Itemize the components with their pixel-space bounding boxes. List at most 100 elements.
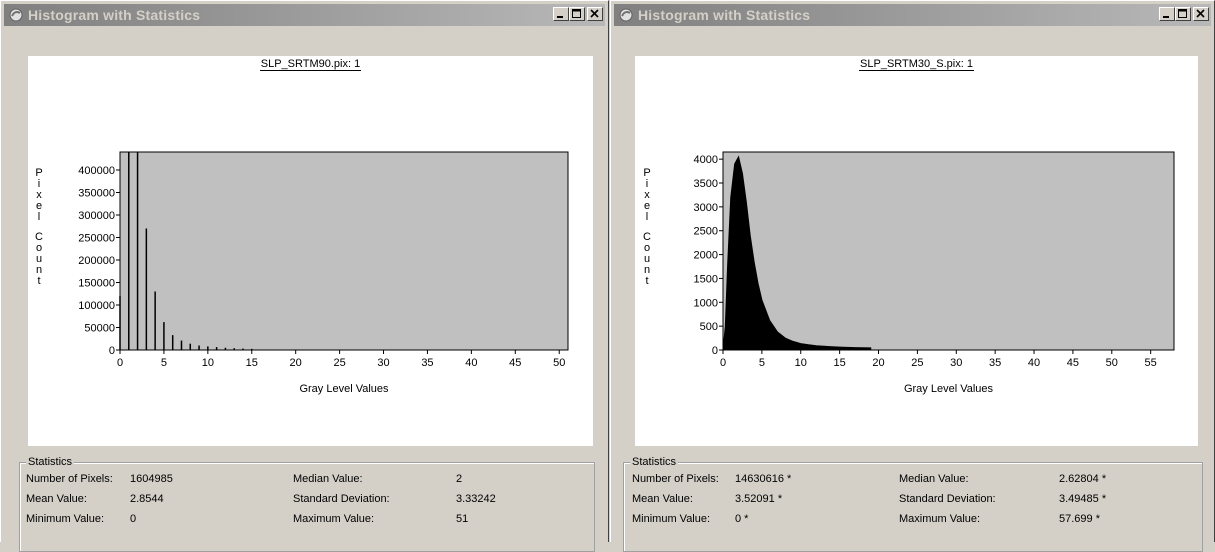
x-tick-label: 10: [202, 357, 214, 369]
maximum-value: 57.699 *: [1059, 513, 1100, 525]
window-title: Histogram with Statistics: [638, 7, 811, 23]
y-axis-title-letter: t: [645, 275, 649, 287]
x-tick-label: 10: [795, 357, 807, 369]
x-tick-label: 40: [465, 357, 477, 369]
x-axis-title: Gray Level Values: [904, 383, 994, 395]
histogram-panel: SLP_SRTM90.pix: 1 0 50000 100000 150000 2000…: [28, 56, 593, 446]
y-tick-label: 400000: [78, 165, 115, 177]
statistics-legend: Statistics: [26, 456, 75, 468]
y-tick-label: 50000: [84, 323, 115, 335]
title-bar[interactable]: Histogram with Statistics: [614, 4, 1211, 26]
minimum-value-label: Minimum Value:: [632, 513, 711, 525]
maximize-icon: [1178, 9, 1187, 18]
window-title: Histogram with Statistics: [28, 7, 201, 23]
y-axis-title-letter: n: [643, 264, 651, 276]
x-tick-label: 25: [333, 357, 345, 369]
maximize-button[interactable]: [569, 7, 585, 21]
y-tick-label: 1000: [694, 297, 718, 309]
histogram-chart: 0 500 1000 1500 2000 2500 3000 3500 4000 0 5 10 15 20…: [694, 151, 1175, 395]
minimize-button[interactable]: [553, 7, 569, 21]
x-tick-label: 15: [246, 357, 258, 369]
x-tick-label: 50: [553, 357, 565, 369]
y-tick-label: 4000: [694, 154, 718, 166]
plot-area: [119, 151, 569, 351]
close-button[interactable]: [1193, 7, 1209, 21]
minimum-value-label: Minimum Value:: [26, 513, 105, 525]
x-tick-label: 20: [872, 357, 884, 369]
number-of-pixels-value: 14630616 *: [735, 473, 792, 485]
histogram-chart: 0 50000 100000 150000 200000 250000 300000 3500…: [78, 151, 569, 395]
x-tick-label: 30: [377, 357, 389, 369]
x-tick-label: 50: [1106, 357, 1118, 369]
y-axis-title-letter: u: [35, 253, 43, 265]
maximum-value-label: Maximum Value:: [899, 513, 981, 525]
title-bar[interactable]: Histogram with Statistics: [4, 4, 605, 26]
statistics-legend: Statistics: [630, 456, 679, 468]
y-tick-label: 150000: [78, 278, 115, 290]
minimize-icon: [557, 16, 563, 18]
median-value: 2.62804 *: [1059, 473, 1107, 485]
close-button[interactable]: [587, 7, 603, 21]
maximize-icon: [572, 9, 581, 18]
histogram-area: [722, 155, 872, 351]
x-tick-label: 45: [1067, 357, 1079, 369]
x-tick-label: 5: [759, 357, 765, 369]
mean-value: 2.8544: [130, 493, 164, 505]
y-tick-label: 1500: [694, 273, 718, 285]
median-value-label: Median Value:: [899, 473, 969, 485]
chart-title: SLP_SRTM90.pix: 1: [259, 58, 362, 71]
y-axis-title-letter: e: [643, 200, 651, 212]
y-tick-label: 0: [109, 345, 115, 357]
histogram-panel: SLP_SRTM30_S.pix: 1 0 500 1000 1500 2000 2500…: [635, 56, 1198, 446]
number-of-pixels-label: Number of Pixels:: [26, 473, 113, 485]
maximize-button[interactable]: [1175, 7, 1191, 21]
histogram-window-left: Histogram with Statistics SLP_SRTM90.pix…: [0, 0, 609, 552]
y-axis-title-letter: n: [35, 264, 43, 276]
y-tick-label: 3500: [694, 178, 718, 190]
y-axis-title-letter: C: [643, 231, 651, 243]
y-axis-title-letter: e: [35, 200, 43, 212]
maximum-value-label: Maximum Value:: [293, 513, 375, 525]
y-axis-title-letter: C: [35, 231, 43, 243]
app-icon: [619, 8, 633, 22]
statistics-group: Statistics Number of Pixels: 14630616 * …: [623, 456, 1203, 552]
y-tick-label: 200000: [78, 255, 115, 267]
x-tick-label: 35: [989, 357, 1001, 369]
standard-deviation-value: 3.33242: [456, 493, 496, 505]
y-axis-title-letter: i: [37, 178, 41, 190]
mean-value: 3.52091 *: [735, 493, 783, 505]
x-tick-label: 45: [509, 357, 521, 369]
statistics-group: Statistics Number of Pixels: 1604985 Mea…: [19, 456, 595, 552]
y-axis-title-letter: o: [35, 242, 43, 254]
x-tick-label: 55: [1145, 357, 1157, 369]
plot-area: [722, 151, 1175, 351]
y-axis-title-letter: x: [36, 189, 42, 201]
minimize-button[interactable]: [1159, 7, 1175, 21]
y-tick-label: 2000: [694, 250, 718, 262]
y-axis-title-letter: l: [645, 211, 649, 223]
x-tick-label: 0: [117, 357, 123, 369]
x-tick-label: 0: [720, 357, 726, 369]
x-tick-label: 25: [911, 357, 923, 369]
y-axis-title-letter: x: [644, 189, 650, 201]
app-icon: [9, 8, 23, 22]
x-tick-label: 40: [1028, 357, 1040, 369]
y-axis-title-letter: l: [37, 211, 41, 223]
y-tick-label: 500: [700, 321, 718, 333]
median-value-label: Median Value:: [293, 473, 363, 485]
standard-deviation-label: Standard Deviation:: [899, 493, 996, 505]
mean-value-label: Mean Value:: [26, 493, 87, 505]
y-tick-label: 250000: [78, 233, 115, 245]
maximum-value: 51: [456, 513, 469, 525]
y-axis-title-letter: P: [643, 167, 651, 179]
minimum-value: 0: [130, 513, 137, 525]
x-tick-label: 5: [161, 357, 167, 369]
x-tick-label: 15: [834, 357, 846, 369]
standard-deviation-value: 3.49485 *: [1059, 493, 1107, 505]
minimize-icon: [1163, 16, 1169, 18]
x-tick-label: 30: [950, 357, 962, 369]
number-of-pixels-value: 1604985: [130, 473, 173, 485]
y-axis-title-letter: t: [37, 275, 41, 287]
y-axis-title-letter: o: [643, 242, 651, 254]
